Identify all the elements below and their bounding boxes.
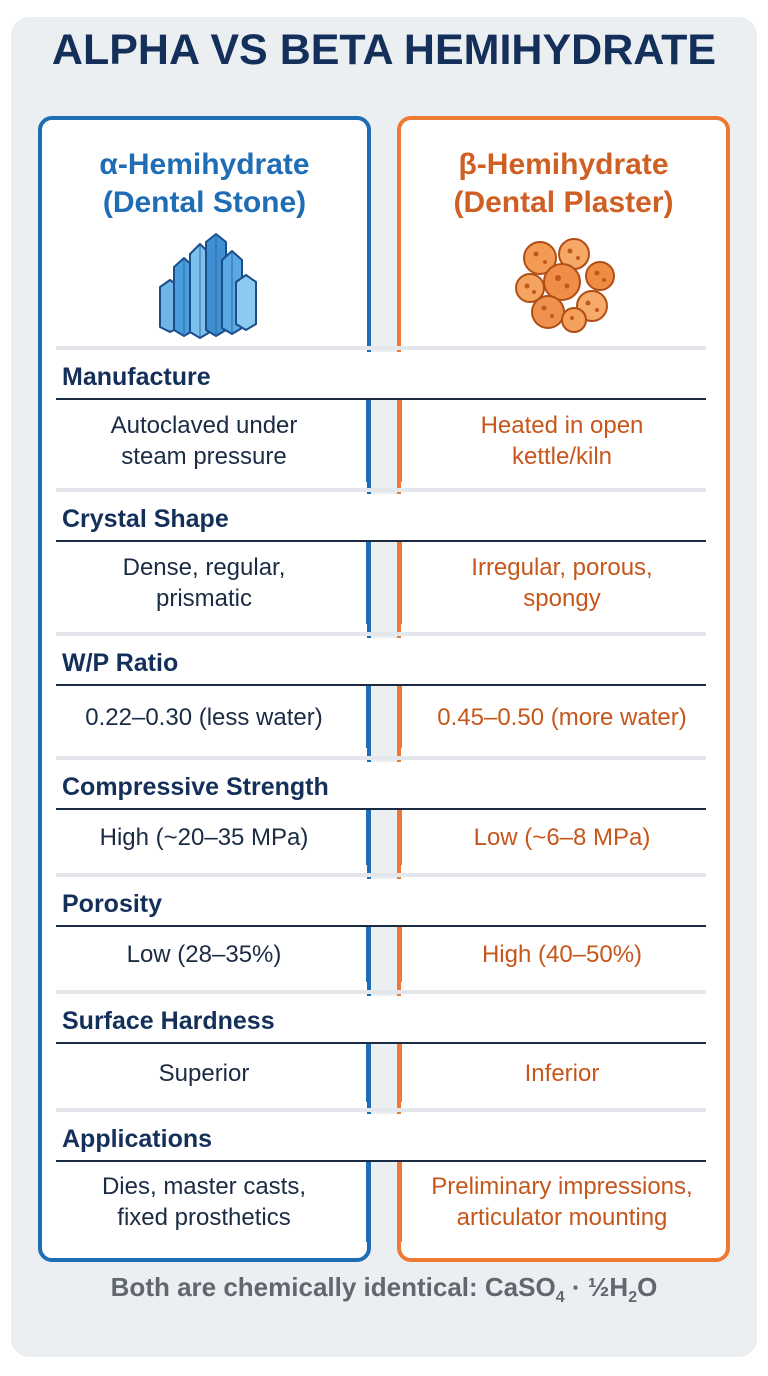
cell-line: Low (~6–8 MPa): [473, 824, 651, 851]
cell-line: Low (28–35%): [126, 941, 282, 968]
row-label: Porosity: [62, 890, 163, 918]
row-label: Applications: [62, 1125, 213, 1153]
alpha-column-bar: [366, 686, 371, 748]
row-label-band: [42, 1114, 726, 1160]
alpha-column-bar: [366, 542, 371, 624]
beta-cell: Inferior: [412, 1058, 712, 1089]
cell-line: Superior: [158, 1059, 250, 1087]
row-label-band: [42, 762, 726, 808]
alpha-subtitle: (Dental Stone): [102, 186, 307, 219]
alpha-cell: 0.22–0.30 (less water): [54, 702, 354, 733]
row-separator: [56, 1108, 706, 1112]
prismatic-crystal-icon: [159, 233, 257, 339]
row-label: Surface Hardness: [62, 1007, 275, 1035]
row-label: Compressive Strength: [62, 773, 329, 801]
row-separator: [56, 873, 706, 877]
alpha-column-bar: [366, 1044, 371, 1102]
beta-cell: Preliminary impressions, articulator moun…: [412, 1171, 712, 1233]
row-label-band: [42, 352, 726, 398]
porous-particles-icon: [515, 238, 615, 333]
beta-title: β-Hemihydrate: [458, 148, 669, 181]
row-divider-line: [56, 684, 706, 686]
cell-line: spongy: [523, 585, 601, 612]
cell-line: steam pressure: [121, 443, 287, 470]
alpha-cell: Low (28–35%): [54, 939, 354, 970]
cell-line: kettle/kiln: [511, 443, 613, 470]
row-separator: [56, 632, 706, 636]
cell-line: Autoclaved under: [110, 412, 298, 439]
row-label: W/P Ratio: [62, 649, 179, 677]
beta-column-bar: [397, 810, 402, 865]
alpha-cell: Dies, master casts, fixed prosthetics: [54, 1171, 354, 1233]
beta-cell: 0.45–0.50 (more water): [412, 702, 712, 733]
row-label: Crystal Shape: [62, 505, 229, 533]
cell-line: 0.45–0.50 (more water): [437, 703, 687, 731]
row-divider-line: [56, 540, 706, 542]
beta-cell: Low (~6–8 MPa): [412, 822, 712, 853]
alpha-cell: Dense, regular, prismatic: [54, 552, 354, 614]
alpha-cell: High (~20–35 MPa): [54, 822, 354, 853]
alpha-column-header: α-Hemihydrate (Dental Stone): [38, 146, 371, 222]
row-separator: [56, 990, 706, 994]
beta-cell: Heated in open kettle/kiln: [412, 410, 712, 472]
alpha-column-bar: [366, 1162, 371, 1242]
cell-line: Inferior: [524, 1059, 600, 1087]
cell-line: Irregular, porous,: [471, 554, 653, 581]
cell-line: Heated in open: [480, 412, 644, 439]
row-label-band: [42, 638, 726, 684]
row-divider-line: [56, 1160, 706, 1162]
beta-column-bar: [397, 686, 402, 748]
cell-line: fixed prosthetics: [117, 1204, 291, 1231]
beta-column-header: β-Hemihydrate (Dental Plaster): [397, 146, 730, 222]
beta-column-bar: [397, 400, 402, 482]
alpha-cell: Superior: [54, 1058, 354, 1089]
row-label: Manufacture: [62, 363, 211, 391]
page-title: ALPHA VS BETA HEMIHYDRATE: [51, 26, 717, 74]
row-divider-line: [56, 1042, 706, 1044]
beta-column-bar: [397, 542, 402, 624]
cell-line: Dies, master casts,: [101, 1173, 307, 1200]
alpha-cell: Autoclaved under steam pressure: [54, 410, 354, 472]
row-divider-line: [56, 808, 706, 810]
alpha-title: α-Hemihydrate: [99, 148, 310, 181]
beta-cell: High (40–50%): [412, 939, 712, 970]
row-separator: [56, 488, 706, 492]
cell-line: Dense, regular,: [122, 554, 286, 581]
alpha-column-bar: [366, 400, 371, 482]
footer-note: Both are chemically identical: CaSO4 · ½…: [110, 1272, 658, 1307]
row-label-band: [42, 879, 726, 925]
row-divider-line: [56, 398, 706, 400]
beta-column-bar: [397, 1044, 402, 1102]
cell-line: High (40–50%): [481, 941, 643, 968]
alpha-column-bar: [366, 927, 371, 982]
cell-line: prismatic: [155, 585, 252, 612]
cell-line: 0.22–0.30 (less water): [85, 703, 323, 731]
row-separator: [56, 756, 706, 760]
row-label-band: [42, 494, 726, 540]
beta-column-bar: [397, 927, 402, 982]
row-divider-line: [56, 925, 706, 927]
beta-subtitle: (Dental Plaster): [453, 186, 674, 219]
row-separator: [56, 346, 706, 350]
cell-line: Preliminary impressions,: [431, 1173, 693, 1200]
beta-cell: Irregular, porous, spongy: [412, 552, 712, 614]
beta-column-bar: [397, 1162, 402, 1242]
alpha-column-bar: [366, 810, 371, 865]
cell-line: articulator mounting: [456, 1204, 668, 1231]
row-label-band: [42, 996, 726, 1042]
cell-line: High (~20–35 MPa): [99, 824, 309, 851]
